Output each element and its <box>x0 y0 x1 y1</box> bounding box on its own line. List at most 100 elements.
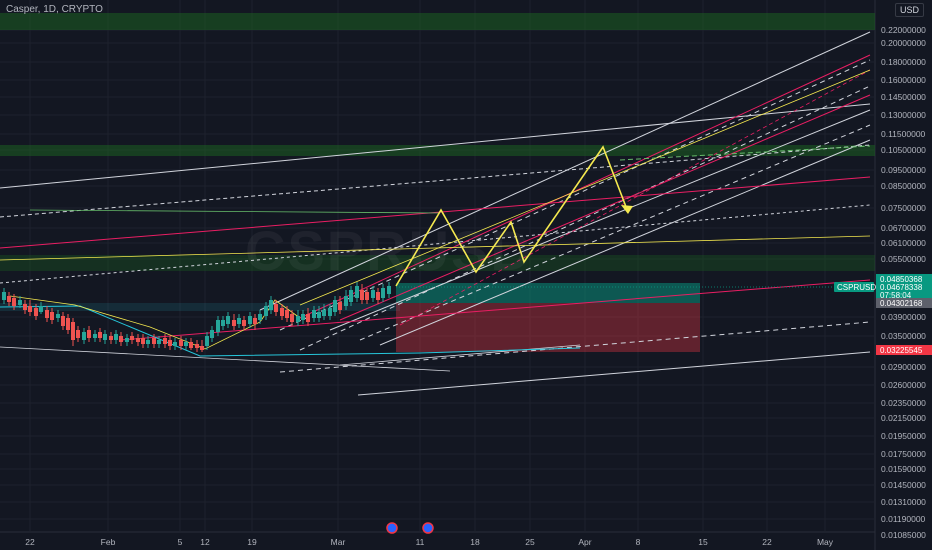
supply-zone <box>0 255 875 271</box>
candle <box>163 338 167 344</box>
time-tick-label: May <box>817 537 834 547</box>
price-badge <box>876 274 932 284</box>
symbol-badge-label: CSPRUSD <box>837 283 876 292</box>
price-tick-label: 0.14500000 <box>881 92 926 102</box>
currency-button[interactable]: USD <box>894 3 924 17</box>
fib-line <box>299 69 871 306</box>
price-badge-value: 0.03225545 <box>880 346 923 355</box>
price-tick-label: 0.22000000 <box>881 25 926 35</box>
event-marker <box>386 522 398 534</box>
candle <box>93 334 97 338</box>
price-tick-label: 0.13000000 <box>881 110 926 120</box>
channel-line <box>279 59 871 331</box>
price-tick-label: 0.18000000 <box>881 57 926 67</box>
candle <box>146 340 150 344</box>
time-tick-label: 8 <box>636 537 641 547</box>
candle <box>280 308 284 316</box>
pink-line <box>0 176 871 249</box>
price-tick-label: 0.06700000 <box>881 223 926 233</box>
candle <box>200 346 204 350</box>
candle <box>221 320 225 326</box>
time-tick-label: 22 <box>25 537 35 547</box>
candle <box>264 306 268 316</box>
candle <box>387 286 391 294</box>
candle <box>34 308 38 316</box>
price-badge-value: 0.04678338 <box>880 283 923 292</box>
candle <box>232 320 236 326</box>
event-marker <box>422 522 434 534</box>
time-tick-label: 19 <box>247 537 257 547</box>
trend-line <box>357 351 871 396</box>
time-tick-label: 11 <box>416 537 425 547</box>
candle <box>381 288 385 298</box>
candle <box>258 314 262 320</box>
price-tick-label: 0.10500000 <box>881 145 926 155</box>
candle <box>23 304 27 310</box>
candle <box>98 332 102 338</box>
price-tick-label: 0.01750000 <box>881 449 926 459</box>
candle <box>87 330 91 338</box>
candle <box>360 290 364 300</box>
pink-line <box>339 94 871 321</box>
time-tick-label: Apr <box>578 537 591 547</box>
candle <box>157 340 161 344</box>
position-stop-zone <box>396 303 700 352</box>
support-line <box>0 305 581 357</box>
candle <box>296 316 300 322</box>
price-tick-label: 0.20000000 <box>881 38 926 48</box>
price-badge-value: 0.04302168 <box>880 299 923 308</box>
symbol-badge <box>834 282 874 292</box>
price-tick-label: 0.05500000 <box>881 254 926 264</box>
candle <box>66 318 70 330</box>
price-badge-value: 07:58:04 <box>880 291 912 300</box>
price-tick-label: 0.02900000 <box>881 362 926 372</box>
candle <box>237 318 241 324</box>
candle <box>290 314 294 322</box>
pink-line <box>299 54 871 319</box>
candle <box>28 306 32 312</box>
candle <box>152 338 156 344</box>
price-tick-label: 0.01310000 <box>881 497 926 507</box>
candle <box>136 338 140 342</box>
price-badge <box>876 345 932 355</box>
candle <box>248 316 252 324</box>
supply-zone <box>0 145 875 156</box>
price-tick-label: 0.01950000 <box>881 431 926 441</box>
candle <box>355 286 359 298</box>
swing-line <box>9 295 301 350</box>
candle <box>173 342 177 346</box>
trend-line <box>0 204 871 284</box>
candle <box>376 292 380 300</box>
price-tick-label: 0.09500000 <box>881 165 926 175</box>
supply-zone <box>0 13 875 30</box>
candle <box>130 336 134 340</box>
price-tick-label: 0.03500000 <box>881 331 926 341</box>
trend-line <box>0 144 871 218</box>
candle <box>312 310 316 318</box>
candle <box>56 314 60 318</box>
fib-line <box>0 235 871 261</box>
candle <box>119 336 123 342</box>
candle <box>274 304 278 312</box>
candle <box>371 290 375 298</box>
candle <box>82 332 86 340</box>
candle <box>344 296 348 306</box>
candle <box>317 312 321 318</box>
candle <box>338 302 342 310</box>
support-zone <box>0 303 400 311</box>
candle <box>328 308 332 316</box>
price-tick-label: 0.01590000 <box>881 464 926 474</box>
candle <box>333 300 337 312</box>
candle <box>242 320 246 326</box>
price-tick-label: 0.02150000 <box>881 413 926 423</box>
trend-line <box>339 344 581 366</box>
time-tick-label: 18 <box>470 537 480 547</box>
price-tick-label: 0.11500000 <box>881 129 926 139</box>
price-badge-value: 0.04850368 <box>880 275 923 284</box>
price-tick-label: 0.08500000 <box>881 181 926 191</box>
candle <box>226 316 230 324</box>
candle <box>141 338 145 344</box>
candle <box>61 316 65 326</box>
